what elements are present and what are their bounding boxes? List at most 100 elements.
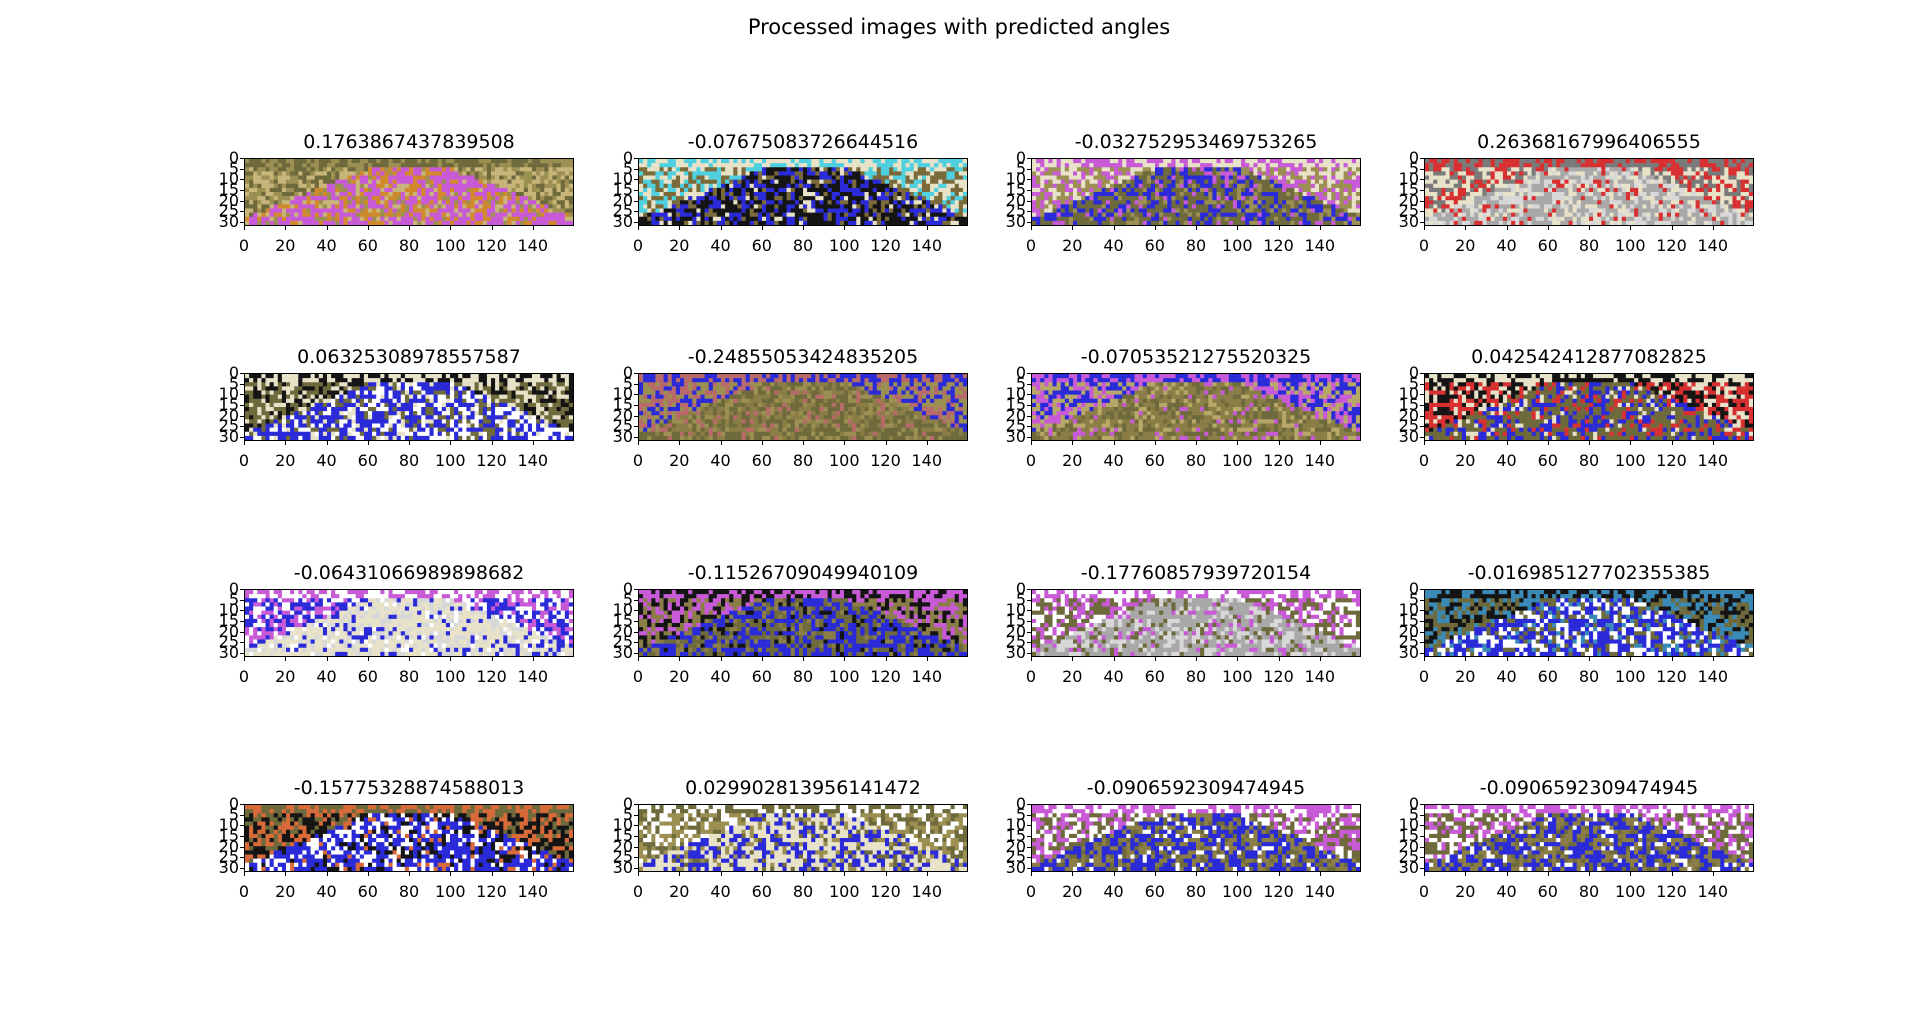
x-tick-label: 60 [752,236,772,255]
y-tick-mark [1027,652,1031,654]
y-tick-label: 30 [1399,859,1419,876]
x-tick-label: 40 [710,882,730,901]
x-tick-label: 0 [633,236,643,255]
x-tick-label: 60 [752,451,772,470]
x-tick-mark [679,226,681,230]
y-tick-label: 25 [219,634,239,650]
y-tick-label: 20 [219,407,239,424]
x-tick-mark [244,226,245,230]
y-tick-mark [634,652,638,654]
y-tick-mark [1420,158,1424,159]
x-tick-label: 140 [1304,882,1335,901]
x-tick-label: 40 [1496,882,1516,901]
x-tick-label: 20 [275,667,295,686]
x-tick-mark [1031,441,1032,445]
x-tick-mark [1671,872,1673,876]
x-tick-mark [1424,657,1425,661]
y-tick-label: 10 [1006,602,1026,618]
y-tick-label: 20 [1006,192,1026,209]
x-tick-mark [1465,226,1467,230]
x-tick-mark [244,657,245,661]
x-tick-mark [926,657,928,661]
y-tick-label: 5 [1016,806,1026,823]
processed-road-image [1424,373,1754,441]
y-tick-label: 0 [623,581,633,597]
x-tick-mark [1319,441,1321,445]
x-tick-label: 80 [793,451,813,470]
y-tick-mark [1027,200,1031,202]
y-tick-label: 0 [1409,365,1419,381]
x-tick-label: 60 [1538,882,1558,901]
y-tick-label: 5 [1016,375,1026,392]
x-tick-label: 80 [1186,667,1206,686]
x-tick-label: 100 [1222,236,1253,255]
y-tick-label: 20 [1006,838,1026,855]
x-tick-mark [1547,872,1549,876]
x-tick-mark [1154,226,1156,230]
x-tick-mark [1671,226,1673,230]
x-tick-mark [1319,657,1321,661]
x-tick-label: 20 [275,882,295,901]
image-panel: 0.26368167996406555 0 20 40 60 80 100 120 140 0 5 1… [1399,131,1754,255]
y-tick-label: 25 [1399,849,1419,865]
x-tick-label: 100 [1615,451,1646,470]
y-tick-mark [634,846,638,848]
image-panel: 0.042542412877082825 0 20 40 60 80 100 120 140 0 5… [1399,346,1754,470]
y-tick-mark [240,168,244,170]
figure-title: Processed images with predicted angles [0,15,1918,39]
y-tick-mark [1027,404,1031,406]
y-tick-mark [1420,179,1424,181]
y-tick-mark [1420,373,1424,374]
x-tick-mark [638,657,639,661]
y-tick-mark [1420,814,1424,816]
x-tick-mark [1506,657,1508,661]
processed-road-image [1424,158,1754,226]
x-tick-mark [367,657,369,661]
y-tick-mark [240,436,244,438]
x-tick-mark [885,441,887,445]
x-tick-label: 0 [1419,451,1429,470]
y-tick-mark [1027,179,1031,181]
processed-road-image [638,158,968,226]
x-tick-label: 20 [1455,451,1475,470]
y-tick-mark [240,200,244,202]
processed-road-image [244,158,574,226]
x-tick-mark [367,226,369,230]
y-tick-mark [634,415,638,417]
x-tick-label: 140 [1697,451,1728,470]
y-tick-label: 30 [613,859,633,876]
x-tick-label: 120 [1263,882,1294,901]
x-tick-mark [1424,226,1425,230]
processed-road-image [1031,158,1361,226]
x-tick-mark [450,226,452,230]
x-tick-mark [326,226,328,230]
y-tick-mark [634,825,638,827]
y-tick-label: 20 [613,623,633,640]
x-tick-mark [1589,226,1590,230]
y-tick-label: 15 [219,827,239,844]
x-tick-mark [720,441,722,445]
x-tick-mark [679,872,681,876]
y-tick-label: 10 [1399,386,1419,402]
x-tick-mark [885,226,887,230]
y-tick-mark [634,599,638,601]
y-tick-label: 0 [1016,365,1026,381]
image-panel: -0.0906592309474945 0 20 40 60 80 100 120 140 0 5 1… [1399,777,1754,901]
y-tick-mark [634,867,638,869]
x-tick-label: 40 [1103,882,1123,901]
y-tick-mark [634,168,638,170]
y-tick-mark [634,804,638,805]
x-tick-label: 0 [1026,882,1036,901]
road-image-pixels [639,374,967,440]
x-tick-mark [409,657,410,661]
y-tick-mark [240,620,244,622]
x-tick-label: 80 [1186,882,1206,901]
image-panel: -0.24855053424835205 0 20 40 60 80 100 120 140 0 5… [613,346,968,470]
road-image-pixels [1425,374,1753,440]
x-tick-label: 0 [1026,667,1036,686]
x-tick-mark [367,872,369,876]
x-tick-label: 40 [710,236,730,255]
x-tick-label: 100 [829,451,860,470]
y-tick-mark [634,835,638,837]
x-tick-mark [1072,441,1074,445]
